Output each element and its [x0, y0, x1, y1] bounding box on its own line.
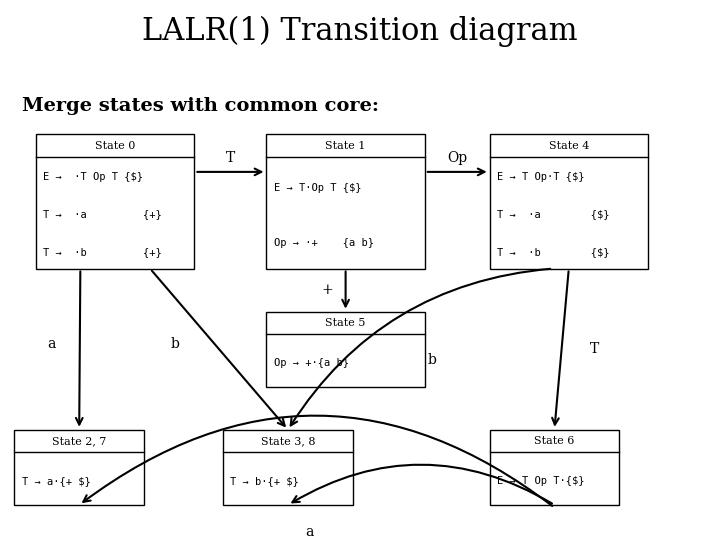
Text: State 5: State 5 — [325, 318, 366, 328]
Text: T →  ·a         {+}: T → ·a {+} — [43, 210, 162, 220]
Text: T: T — [590, 342, 598, 356]
Bar — [490, 134, 648, 268]
Text: State 2, 7: State 2, 7 — [52, 436, 107, 446]
Text: E → T Op T·{$}: E → T Op T·{$} — [497, 476, 585, 486]
Text: T →  ·b        {$}: T → ·b {$} — [497, 247, 609, 257]
Text: a: a — [305, 525, 314, 539]
Text: E → T·Op T {$}: E → T·Op T {$} — [274, 183, 361, 193]
Text: +: + — [322, 283, 333, 297]
Text: T → b·{+ $}: T → b·{+ $} — [230, 476, 299, 486]
FancyArrowPatch shape — [292, 465, 552, 503]
Text: E →  ·T Op T {$}: E → ·T Op T {$} — [43, 172, 143, 183]
Text: a: a — [48, 337, 55, 351]
Text: State 6: State 6 — [534, 436, 575, 446]
Bar — [14, 430, 144, 505]
FancyArrowPatch shape — [84, 416, 552, 506]
Text: State 3, 8: State 3, 8 — [261, 436, 315, 446]
Text: State 0: State 0 — [95, 140, 135, 151]
Bar — [490, 430, 619, 505]
Text: T: T — [226, 151, 235, 165]
Bar — [266, 312, 425, 387]
Text: State 1: State 1 — [325, 140, 366, 151]
Bar — [36, 134, 194, 268]
Text: Merge states with common core:: Merge states with common core: — [22, 97, 379, 114]
Text: b: b — [171, 337, 180, 351]
Text: Op: Op — [447, 151, 467, 165]
Bar — [223, 430, 353, 505]
Text: LALR(1) Transition diagram: LALR(1) Transition diagram — [142, 16, 578, 48]
Text: E → T Op·T {$}: E → T Op·T {$} — [497, 172, 585, 183]
Text: T →  ·a        {$}: T → ·a {$} — [497, 210, 609, 220]
Text: T → a·{+ $}: T → a·{+ $} — [22, 476, 90, 486]
Text: b: b — [428, 353, 436, 367]
Text: Op → ·+    {a b}: Op → ·+ {a b} — [274, 239, 374, 248]
Text: Op → +·{a b}: Op → +·{a b} — [274, 358, 348, 368]
Text: State 4: State 4 — [549, 140, 589, 151]
FancyArrowPatch shape — [291, 269, 550, 426]
Text: T →  ·b         {+}: T → ·b {+} — [43, 247, 162, 257]
Bar — [266, 134, 425, 268]
